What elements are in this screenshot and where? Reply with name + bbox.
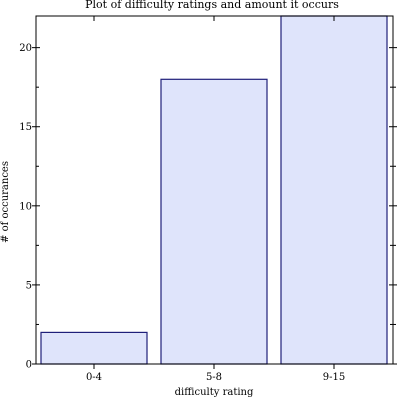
y-tick-labels-group: 0 5 10 15 20: [19, 43, 32, 370]
x-tick-label: 5-8: [206, 372, 222, 383]
y-tick-label: 15: [19, 122, 32, 133]
y-tick-label: 5: [26, 280, 32, 291]
y-tick-label: 10: [19, 201, 32, 212]
axis-ticks-group: [32, 16, 397, 369]
y-axis-label: # of occurances: [0, 161, 11, 243]
x-tick-label: 0-4: [86, 372, 102, 383]
bars-group: [40, 15, 388, 365]
x-tick-label: 9-15: [323, 372, 345, 383]
bar-9-15: [280, 15, 388, 365]
bar-5-8: [160, 78, 268, 365]
bar-0-4: [40, 331, 148, 365]
x-axis-label: difficulty rating: [175, 387, 254, 398]
y-tick-label: 20: [19, 43, 32, 54]
y-tick-label: 0: [26, 360, 32, 371]
x-tick-labels-group: 0-4 5-8 9-15: [86, 372, 345, 383]
chart-title: Plot of difficulty ratings and amount it…: [85, 0, 339, 11]
